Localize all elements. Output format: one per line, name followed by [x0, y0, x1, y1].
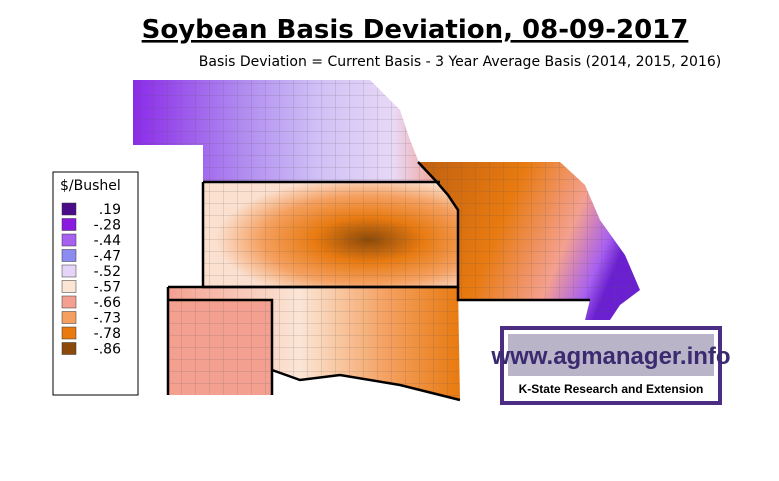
legend-label: -.57 — [94, 280, 121, 296]
legend-label: .19 — [99, 202, 121, 218]
legend-swatch — [61, 218, 77, 231]
legend-swatch — [61, 202, 77, 216]
legend-swatch — [61, 264, 77, 278]
legend-swatch — [61, 295, 77, 309]
county-lines — [133, 80, 640, 400]
logo-org: K-State Research and Extension — [519, 382, 704, 396]
legend: $/Bushel .19-.28-.44-.47-.52-.57-.66-.73… — [52, 171, 139, 396]
state-borders — [166, 161, 590, 402]
legend-label: -.78 — [94, 326, 121, 342]
logo-url: www.agmanager.info — [490, 343, 730, 370]
legend-label: -.47 — [94, 249, 121, 265]
legend-label: -.73 — [94, 311, 121, 327]
logo: www.agmanager.info K-State Research and … — [490, 326, 731, 405]
legend-label: -.86 — [94, 342, 121, 358]
legend-swatch — [61, 311, 77, 324]
legend-label: -.52 — [94, 264, 121, 280]
legend-items: .19-.28-.44-.47-.52-.57-.66-.73-.78-.86 — [61, 202, 121, 358]
map — [133, 80, 640, 402]
legend-swatch — [61, 280, 77, 293]
legend-label: -.44 — [94, 233, 121, 249]
title: Soybean Basis Deviation, 08-09-2017 — [142, 15, 689, 45]
legend-title: $/Bushel — [60, 178, 121, 194]
legend-swatch — [61, 342, 77, 355]
legend-swatch — [61, 326, 77, 340]
legend-label: -.66 — [94, 295, 121, 311]
legend-swatch — [61, 233, 77, 247]
legend-swatch — [61, 249, 77, 262]
subtitle: Basis Deviation = Current Basis - 3 Year… — [199, 54, 721, 70]
legend-label: -.28 — [94, 218, 121, 234]
logo-band — [508, 334, 714, 376]
